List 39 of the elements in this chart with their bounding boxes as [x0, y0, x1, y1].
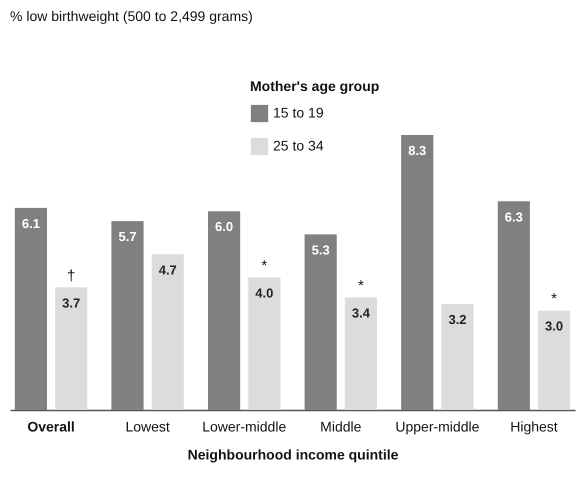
annotation: † — [66, 267, 76, 284]
x-axis-title: Neighbourhood income quintile — [188, 446, 399, 462]
bar — [344, 297, 378, 410]
data-label: 4.0 — [255, 285, 274, 300]
x-tick-label: Highest — [510, 418, 558, 434]
bar — [111, 221, 144, 410]
data-label: 3.7 — [62, 295, 80, 310]
data-label: 6.1 — [22, 216, 40, 231]
data-label: 5.3 — [312, 242, 330, 258]
data-label: 3.2 — [448, 312, 467, 327]
x-tick-label: Lowest — [125, 418, 170, 434]
bar — [498, 201, 530, 410]
bar — [55, 287, 88, 410]
data-label: 3.0 — [545, 318, 564, 334]
data-label: 6.0 — [215, 219, 234, 234]
data-label: 5.7 — [118, 229, 137, 244]
text: % low birthweight (500 to 2,499 grams) — [10, 8, 253, 24]
data-label: 4.7 — [158, 262, 177, 278]
data-label: 6.3 — [504, 209, 523, 224]
legend-title: Mother's age group — [250, 78, 380, 94]
annotation: * — [551, 290, 558, 308]
bar — [401, 135, 434, 410]
x-tick-label: Overall — [27, 418, 75, 434]
data-label: 3.4 — [352, 305, 371, 320]
bar — [14, 208, 48, 410]
bar — [304, 234, 337, 410]
x-tick-label: Upper-middle — [395, 418, 480, 434]
bar — [538, 310, 570, 410]
bar — [152, 254, 184, 410]
data-label: 8.3 — [408, 143, 426, 158]
legend-label: 15 to 19 — [273, 104, 324, 120]
annotation: * — [358, 277, 364, 294]
annotation: * — [261, 257, 268, 274]
bar — [248, 277, 280, 410]
bar — [208, 211, 240, 410]
x-tick-label: Middle — [320, 418, 362, 434]
legend-label: 25 to 34 — [273, 138, 324, 154]
x-tick-label: Lower-middle — [202, 418, 286, 434]
bar — [441, 304, 474, 410]
